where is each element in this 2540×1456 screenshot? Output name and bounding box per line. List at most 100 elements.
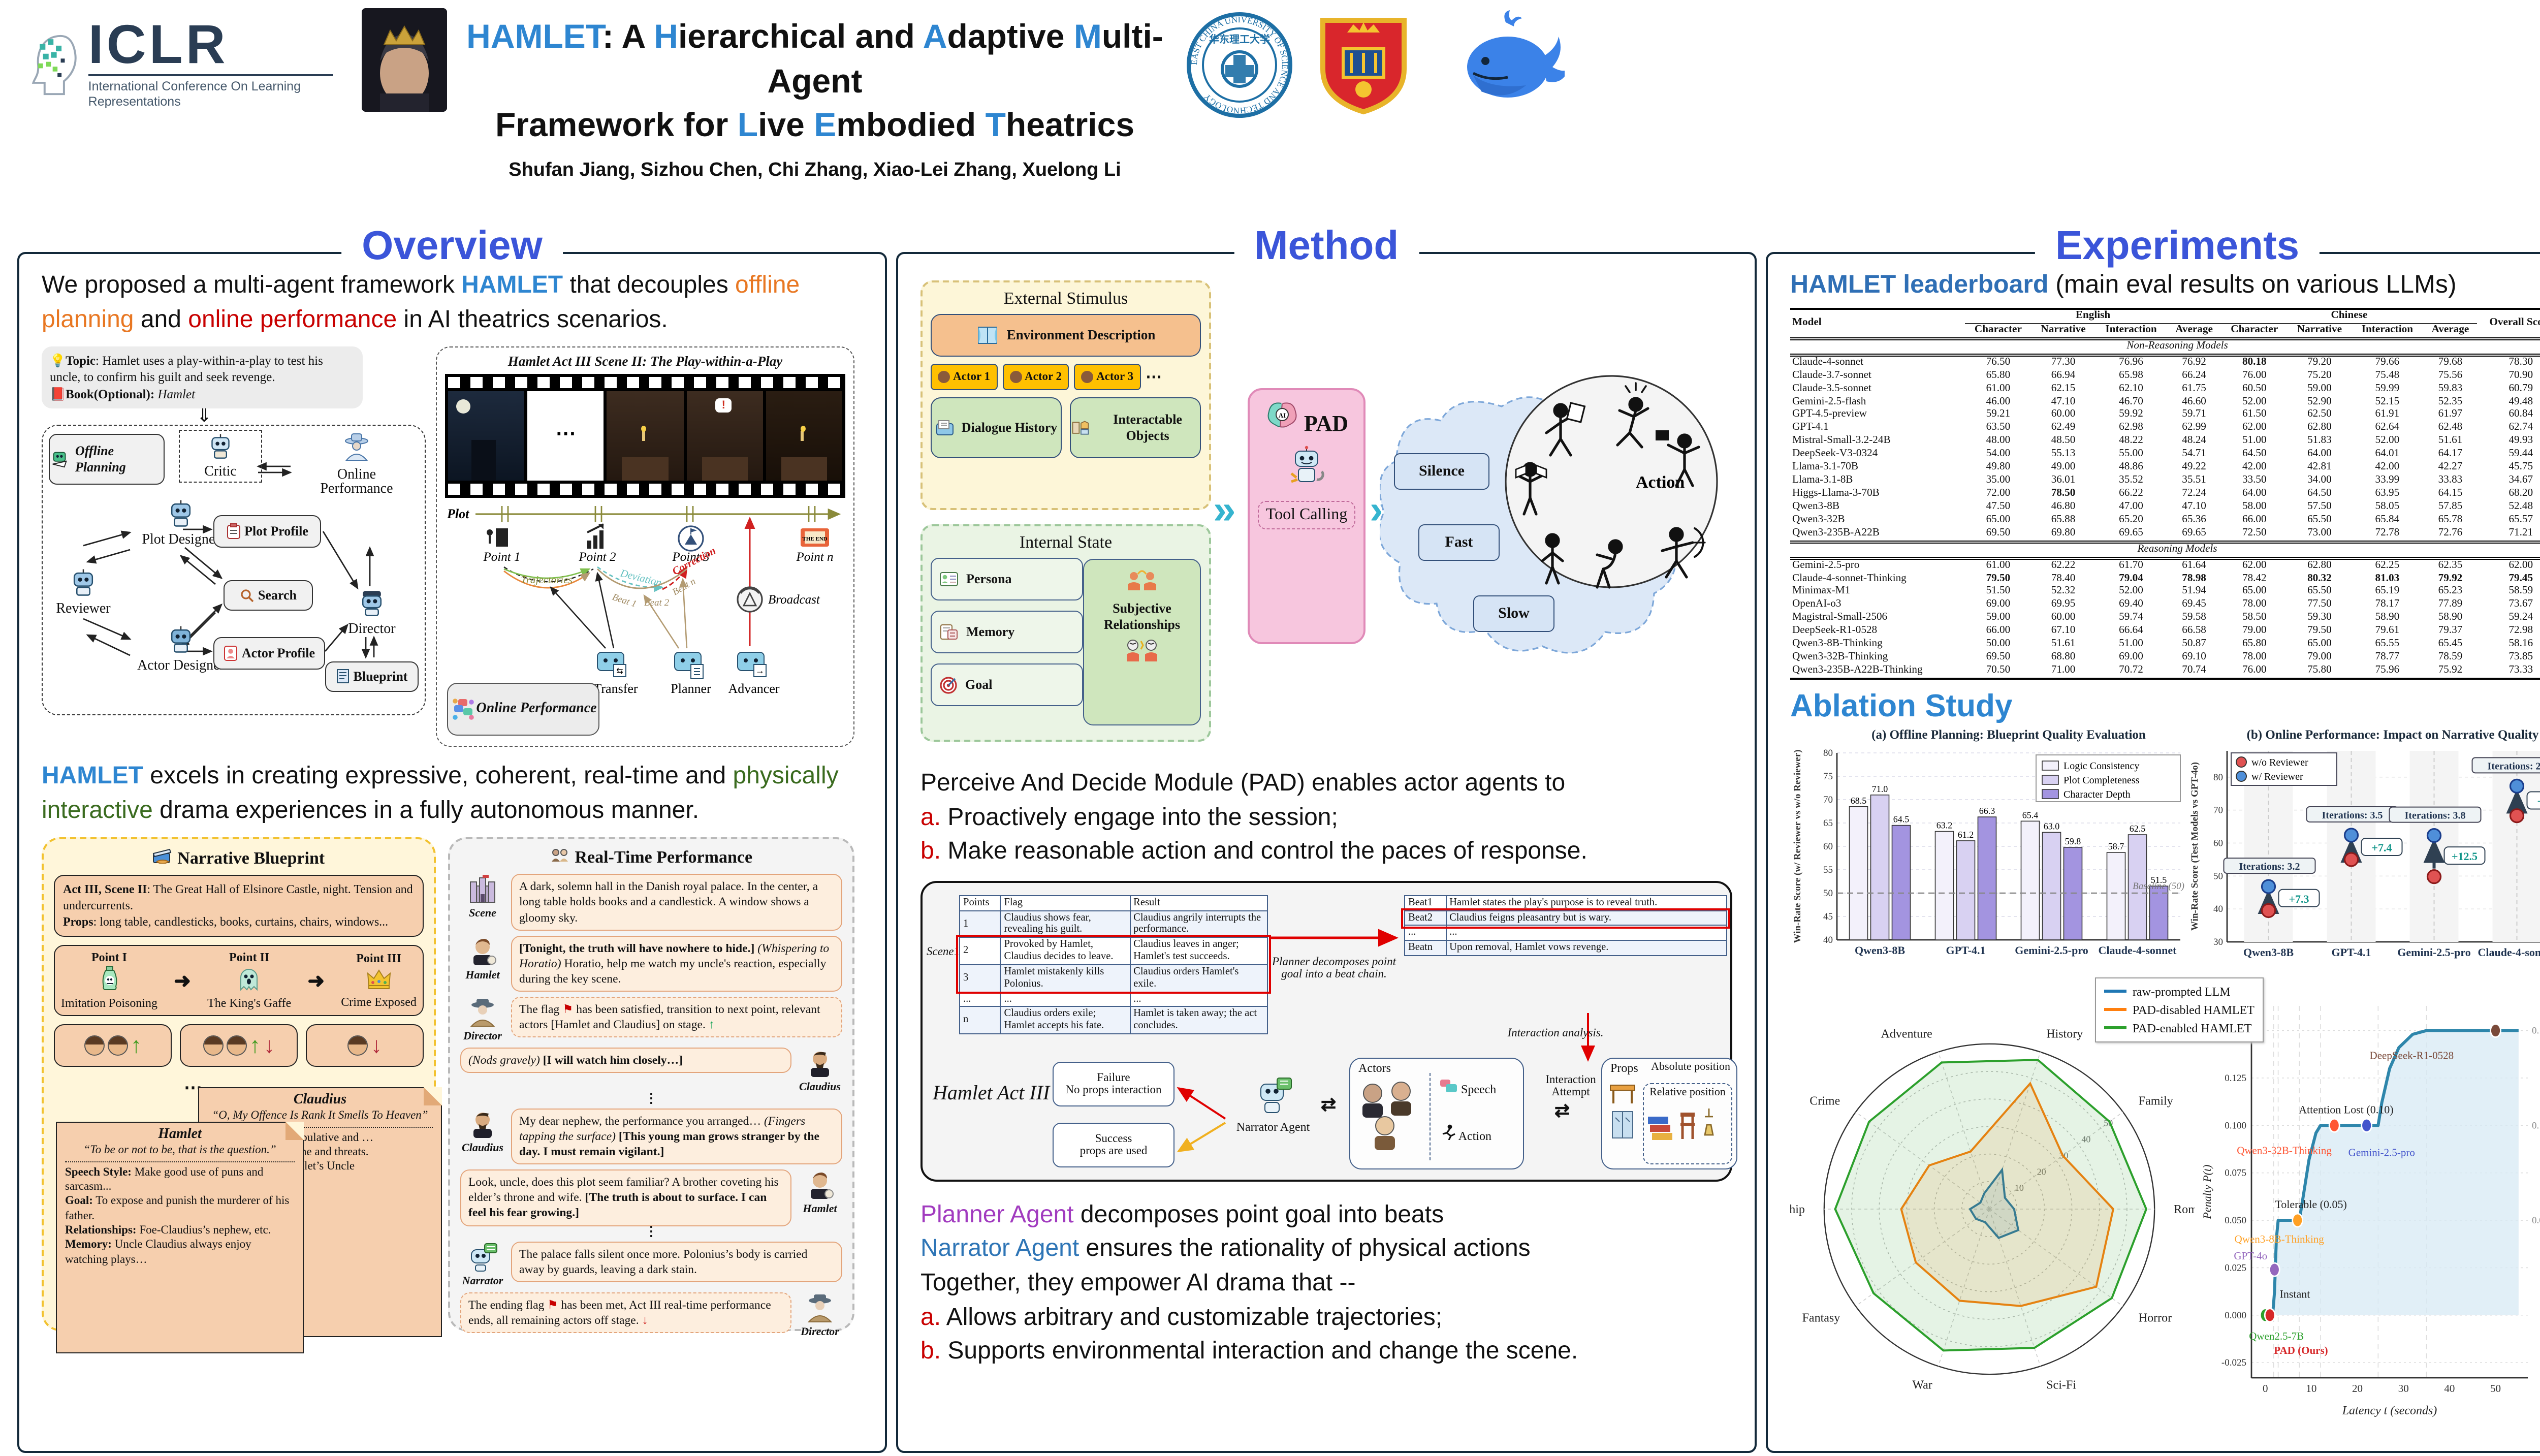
score-cell: 65.00 <box>2242 585 2267 597</box>
svg-text:40: 40 <box>2081 1134 2090 1144</box>
film-frame-1 <box>448 391 525 481</box>
pad-paragraph: Perceive And Decide Module (PAD) enables… <box>920 766 1732 869</box>
table-cell: Provoked by Hamlet, Claudius decides to … <box>1000 937 1131 965</box>
score-cell: 75.56 <box>2438 369 2463 381</box>
speaker-name: Hamlet <box>803 1203 837 1216</box>
director-label: Director <box>348 621 396 637</box>
online-performance-badge: Online Performance <box>447 683 599 736</box>
film-frame-5 <box>766 391 843 481</box>
relationship-arrow-icon: ↓ <box>264 1032 275 1058</box>
dialogue-row: Claudius (Nods gravely) [I will watch him… <box>460 1047 842 1093</box>
text-segment: excels in creating expressive, coherent,… <box>143 762 733 790</box>
score-cell: 66.58 <box>2182 625 2206 637</box>
svg-text:20: 20 <box>2037 1166 2046 1177</box>
dialogue-row: Director The flag ⚑ has been satisfied, t… <box>460 996 842 1042</box>
svg-text:30: 30 <box>2213 937 2223 947</box>
score-cell: 66.94 <box>2051 369 2076 381</box>
speaker-name: Director <box>801 1325 839 1338</box>
score-cell: 35.00 <box>1986 474 2011 486</box>
actor-profile-label: Actor Profile <box>241 645 315 660</box>
score-cell: 62.35 <box>2438 559 2463 571</box>
score-cell: 79.92 <box>2438 573 2463 584</box>
score-cell: 55.00 <box>2119 448 2143 460</box>
score-cell: 61.70 <box>2119 559 2143 571</box>
table-cell: Claudius feigns pleasantry but is wary. <box>1445 910 1728 926</box>
stick-figure-flag <box>1656 430 1700 487</box>
failure-label: Failure <box>1097 1071 1130 1084</box>
score-cell: 52.32 <box>2051 585 2076 597</box>
sub-header: Narrative <box>2288 323 2352 339</box>
two-people-icon <box>552 849 568 862</box>
dialogue-history-box: Dialogue History <box>931 397 1062 458</box>
score-cell: 69.95 <box>2051 598 2076 610</box>
score-cell: 79.45 <box>2509 573 2533 584</box>
director-agent: Director <box>335 588 408 637</box>
score-cell: 51.50 <box>1986 585 2011 597</box>
score-cell: 62.48 <box>2438 422 2463 433</box>
svg-text:w/ Reviewer: w/ Reviewer <box>2251 771 2303 782</box>
scene1-label: Scene1 <box>927 945 960 958</box>
table-cell: Beat1 <box>1404 895 1447 911</box>
dialogue-ellipsis: ⋮ <box>645 1090 658 1105</box>
score-cell: 75.96 <box>2351 664 2424 680</box>
authors: Shufan Jiang, Sizhou Chen, Chi Zhang, Xi… <box>509 159 1121 181</box>
director-bot-icon <box>362 590 382 616</box>
score-cell: 49.93 <box>2509 435 2533 447</box>
table-cell: 1 <box>959 910 1001 938</box>
svg-text:Plot Completeness: Plot Completeness <box>2063 775 2140 786</box>
leaderboard-row: GPT-4.5-preview 59.21 60.00 59.92 59.71 61.50… <box>1790 409 2540 422</box>
score-cell: 66.64 <box>2119 625 2143 637</box>
score-cell: 47.10 <box>2051 396 2076 407</box>
subjective-relationships-label: Subjective Relationships <box>1103 600 1181 632</box>
reviewer-agent: Reviewer <box>45 568 122 617</box>
model-name: DeepSeek-R1-0528 <box>1792 625 1878 637</box>
ablation-heading: Ablation Study <box>1790 687 2013 723</box>
plot-designer-label: Plot Designer <box>142 532 220 548</box>
score-cell: 52.15 <box>2375 396 2400 407</box>
score-cell: 48.86 <box>2119 461 2143 473</box>
dialogue-bubble: The ending flag ⚑ has been met, Act III … <box>460 1292 791 1333</box>
svg-text:Point 2: Point 2 <box>579 550 616 564</box>
text-segment: in AI theatrics scenarios. <box>397 305 668 333</box>
dialogue-bubble: A dark, solemn hall in the Danish royal … <box>511 874 842 931</box>
svg-text:+9.0: +9.0 <box>2537 795 2540 807</box>
book-text: Hamlet <box>154 387 196 401</box>
svg-text:0.05: 0.05 <box>2532 1215 2540 1226</box>
sub-header: Interaction <box>2351 323 2424 339</box>
svg-text:40: 40 <box>1823 935 1833 945</box>
score-cell: 60.00 <box>2051 408 2076 420</box>
svg-text:65.4: 65.4 <box>2022 810 2039 820</box>
text-segment: has been met, Act III real-time performa… <box>468 1297 771 1327</box>
score-cell: 68.80 <box>2051 651 2076 663</box>
svg-text:Qwen3-8B: Qwen3-8B <box>2243 946 2294 959</box>
svg-text:80: 80 <box>1823 748 1833 758</box>
score-cell: 62.00 <box>2509 559 2533 571</box>
dialogue-row: Claudius My dear nephew, the performance … <box>460 1108 842 1165</box>
model-name: GPT-4.5-preview <box>1792 408 1867 420</box>
whale-icon <box>1467 10 1569 98</box>
stick-figure-bowing <box>1596 539 1623 589</box>
score-cell: 59.58 <box>2182 612 2206 623</box>
score-cell: 69.50 <box>1986 651 2011 663</box>
dialogue-bubble: [Tonight, the truth will have nowhere to… <box>511 935 842 992</box>
pad-architecture-diagram: External Stimulus Environment Descriptio… <box>920 268 1732 750</box>
score-cell: 69.80 <box>2051 527 2076 539</box>
score-cell: 65.78 <box>2438 514 2463 525</box>
svg-text:0.050: 0.050 <box>2225 1215 2246 1226</box>
score-cell: 58.90 <box>2438 612 2463 623</box>
hamlet-card: Hamlet “To be or not to be, that is the … <box>56 1122 304 1354</box>
score-cell: 70.50 <box>1964 664 2031 680</box>
svg-text:66.3: 66.3 <box>1979 806 1995 816</box>
svg-text:(a) Offline Planning: Blueprin: (a) Offline Planning: Blueprint Quality … <box>1871 728 2146 742</box>
score-cell: 72.78 <box>2375 527 2400 539</box>
dialogue-bubble: The palace falls silent once more. Polon… <box>511 1241 842 1282</box>
model-name: Mistral-Small-3.2-24B <box>1792 435 1891 447</box>
actor-chip: Actor 3 <box>1074 364 1141 390</box>
score-cell: 61.64 <box>2182 559 2206 571</box>
score-cell: 70.74 <box>2167 664 2221 680</box>
blueprint-title: Narrative Blueprint <box>54 848 424 869</box>
score-cell: 69.10 <box>2182 651 2206 663</box>
score-cell: 62.80 <box>2307 422 2332 433</box>
dialogue-bubble: My dear nephew, the performance you arra… <box>511 1108 842 1165</box>
overview-diagrams: 💡Topic: Hamlet uses a play-within-a-play… <box>42 346 863 747</box>
